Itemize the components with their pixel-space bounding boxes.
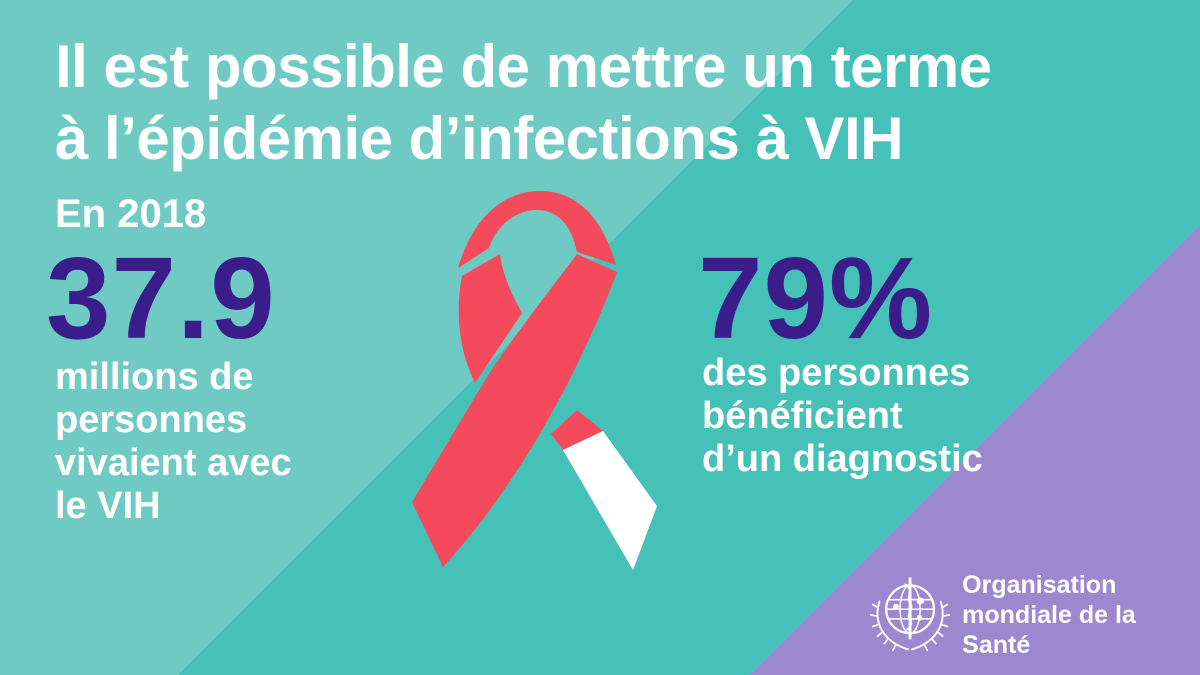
emblem-continent xyxy=(892,603,899,611)
stat-right-caption-line: d’un diagnostic xyxy=(702,438,983,480)
title-line-2: à l’épidémie d’infections à VIH xyxy=(55,105,904,172)
who-wordmark-line-2: mondiale de la Santé xyxy=(962,601,1136,659)
emblem-laurel-leaves-right xyxy=(923,603,951,652)
page-title: Il est possible de mettre un terme à l’é… xyxy=(55,31,1155,175)
stat-left-caption-line: personnes xyxy=(55,399,248,441)
stat-left-caption: millions de personnes vivaient avec le V… xyxy=(55,356,375,528)
stat-left-value: 37.9 xyxy=(46,233,276,363)
stat-right-caption-line: des personnes xyxy=(702,352,971,394)
background-lavender-triangle xyxy=(750,225,1200,675)
who-wordmark-line-1: Organisation xyxy=(962,571,1117,599)
stat-left-caption-line: millions de xyxy=(55,356,254,398)
emblem-continent xyxy=(916,614,922,621)
stat-left-caption-line: vivaient avec xyxy=(55,442,292,484)
stat-left-caption-line: le VIH xyxy=(55,485,161,527)
title-line-1: Il est possible de mettre un terme xyxy=(55,33,992,100)
ribbon-arch xyxy=(458,191,616,268)
ribbon-tail-red-segment xyxy=(551,410,603,450)
emblem-serpent xyxy=(904,583,913,631)
emblem-laurel-leaves-left xyxy=(870,603,897,652)
period-label: En 2018 xyxy=(55,192,207,236)
emblem-continent xyxy=(916,597,925,605)
stat-right-caption: des personnes bénéficient d’un diagnosti… xyxy=(702,352,1042,481)
awareness-ribbon-icon xyxy=(405,188,675,573)
who-wordmark: Organisation mondiale de la Santé xyxy=(962,570,1200,660)
ribbon-left-fold xyxy=(458,254,522,383)
who-emblem-icon xyxy=(870,577,951,652)
who-logo: Organisation mondiale de la Santé xyxy=(868,570,1200,660)
ribbon-front-band xyxy=(412,254,617,567)
stat-right-value: 79% xyxy=(698,233,934,363)
background-light-teal-band xyxy=(0,0,853,675)
ribbon-svg xyxy=(412,191,657,570)
ribbon-tail-white-segment xyxy=(563,431,657,570)
stat-right-caption-line: bénéficient xyxy=(702,395,903,437)
